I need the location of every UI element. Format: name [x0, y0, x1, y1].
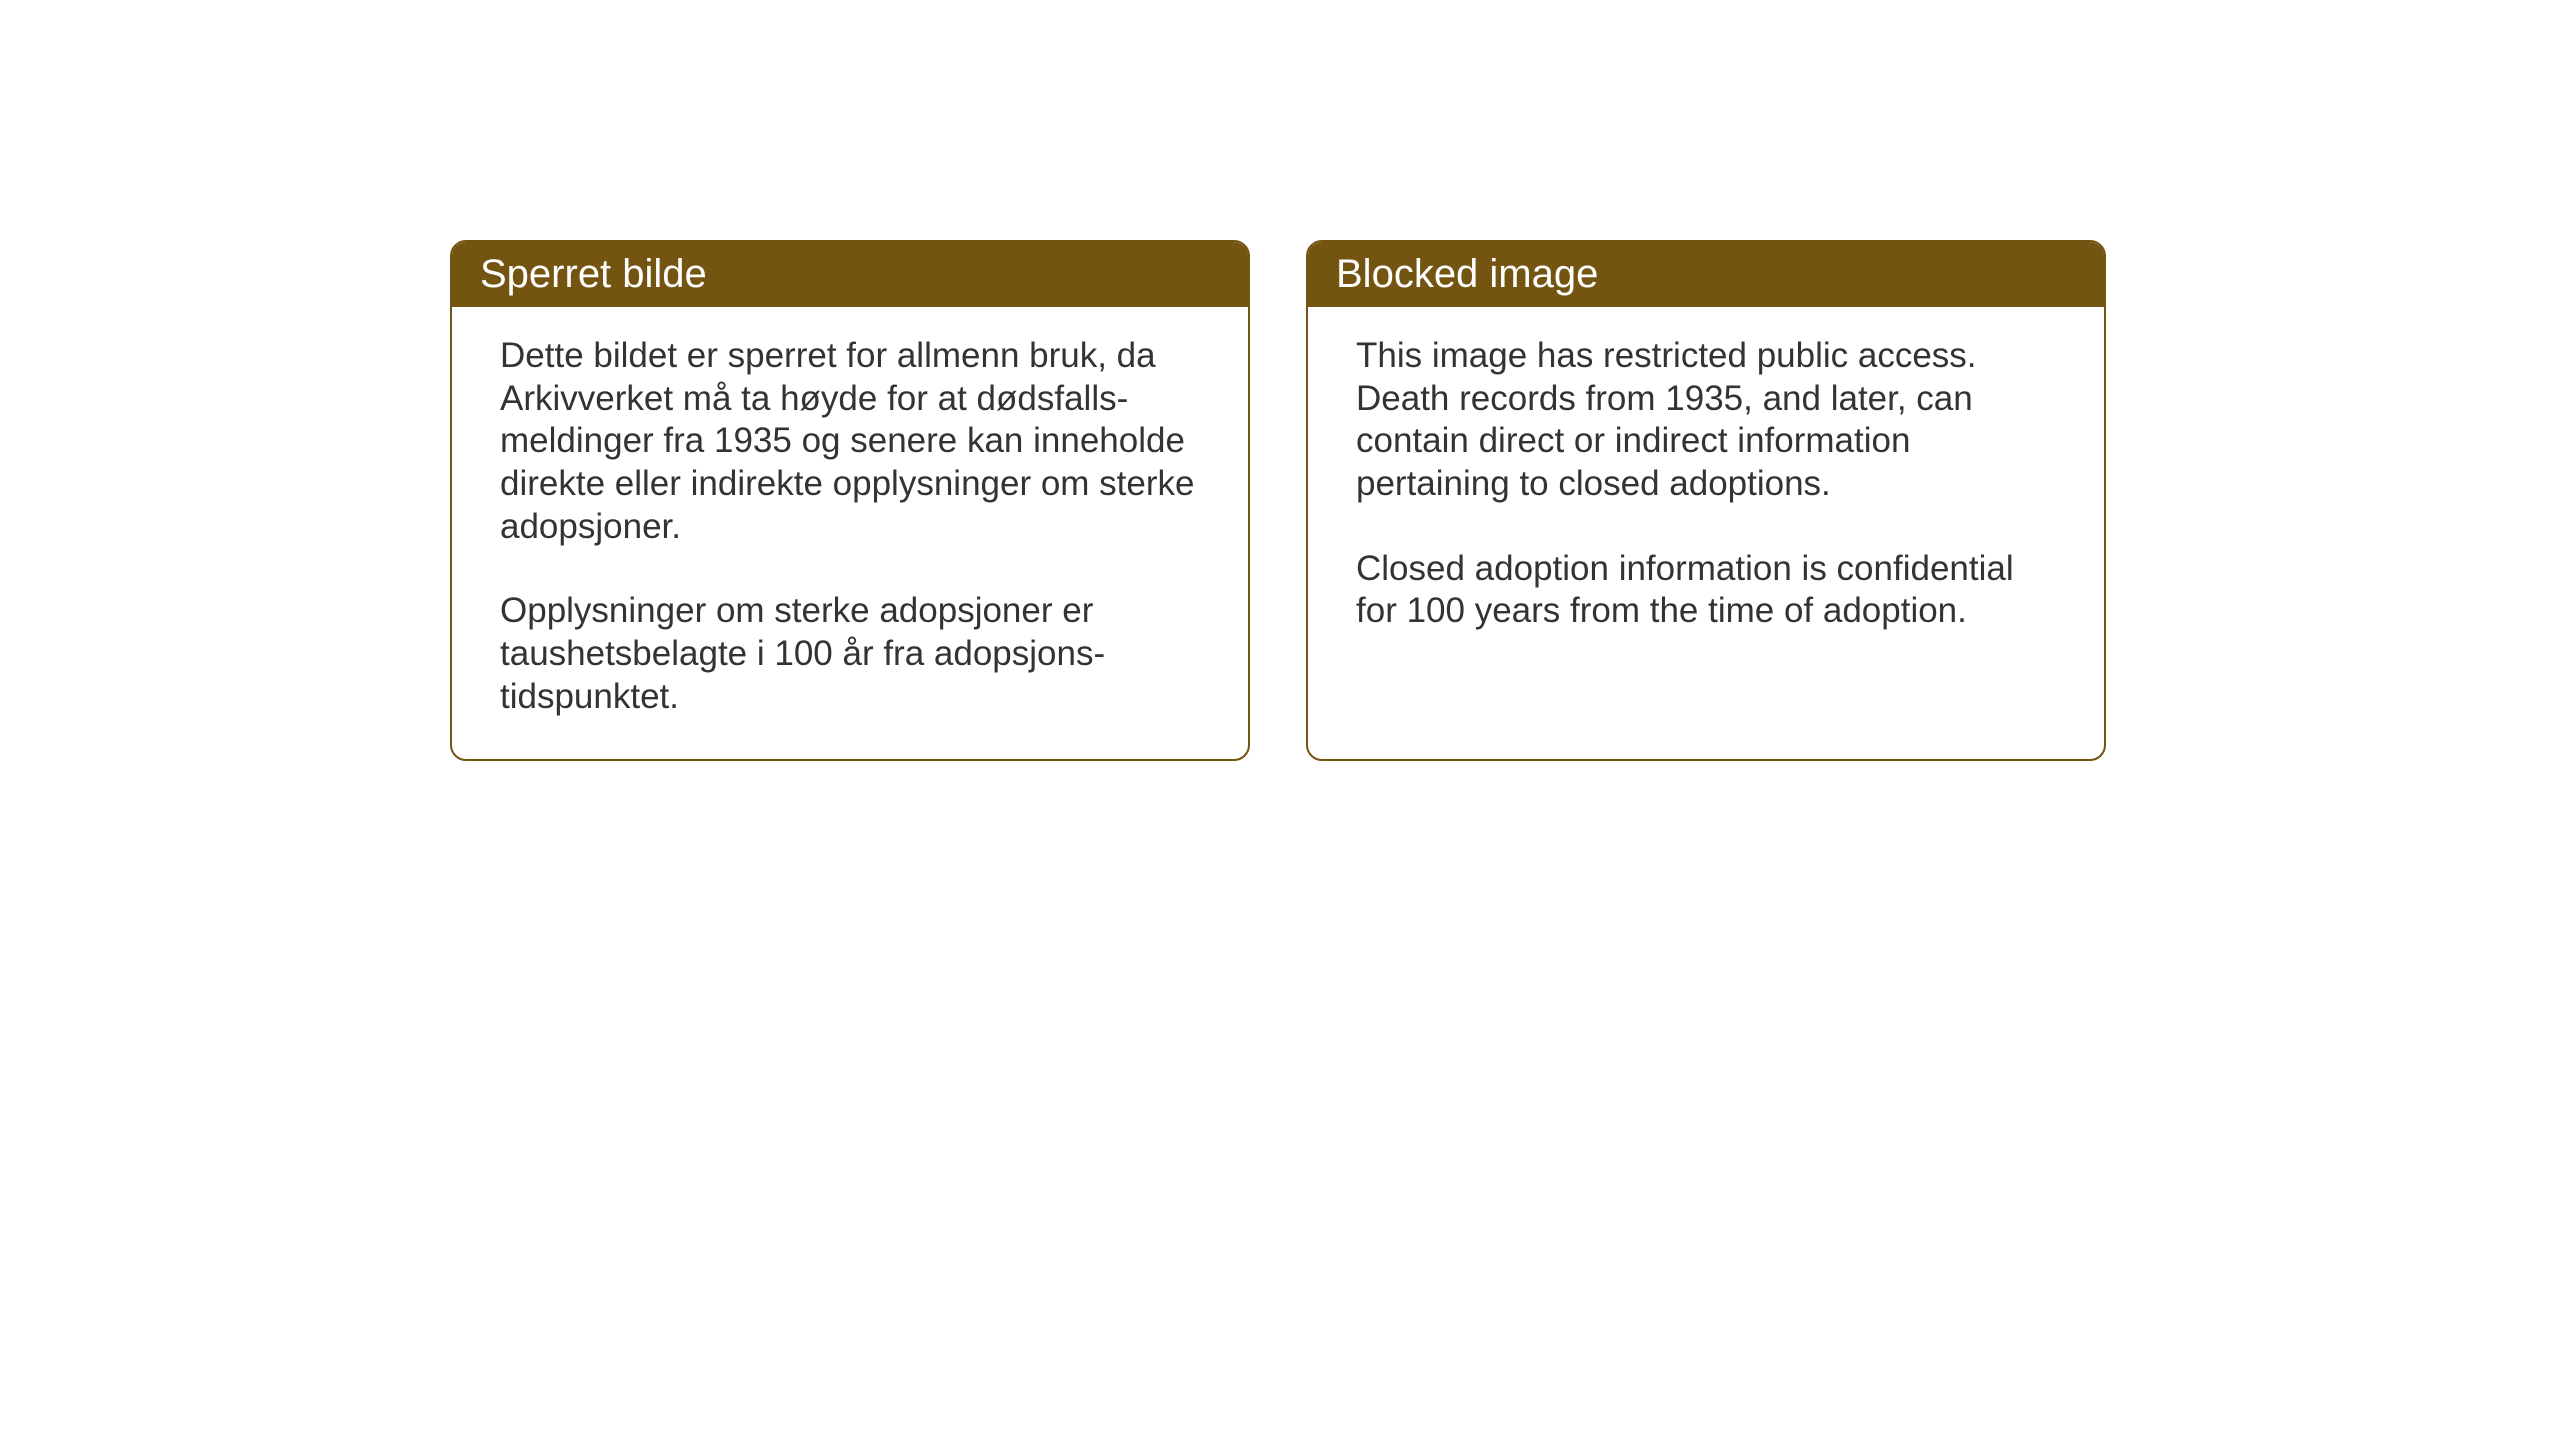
notice-body-norwegian: Dette bildet er sperret for allmenn bruk… — [452, 307, 1248, 759]
notice-card-norwegian: Sperret bilde Dette bildet er sperret fo… — [450, 240, 1250, 761]
notice-paragraph-1-english: This image has restricted public access.… — [1356, 335, 2056, 506]
notice-title-norwegian: Sperret bilde — [480, 252, 707, 296]
notice-paragraph-2-english: Closed adoption information is confident… — [1356, 548, 2056, 633]
notice-body-english: This image has restricted public access.… — [1308, 307, 2104, 673]
notice-paragraph-1-norwegian: Dette bildet er sperret for allmenn bruk… — [500, 335, 1200, 548]
notice-title-english: Blocked image — [1336, 252, 1598, 296]
notice-header-english: Blocked image — [1308, 242, 2104, 307]
notice-paragraph-2-norwegian: Opplysninger om sterke adopsjoner er tau… — [500, 590, 1200, 718]
notice-header-norwegian: Sperret bilde — [452, 242, 1248, 307]
notice-container: Sperret bilde Dette bildet er sperret fo… — [450, 240, 2106, 761]
notice-card-english: Blocked image This image has restricted … — [1306, 240, 2106, 761]
